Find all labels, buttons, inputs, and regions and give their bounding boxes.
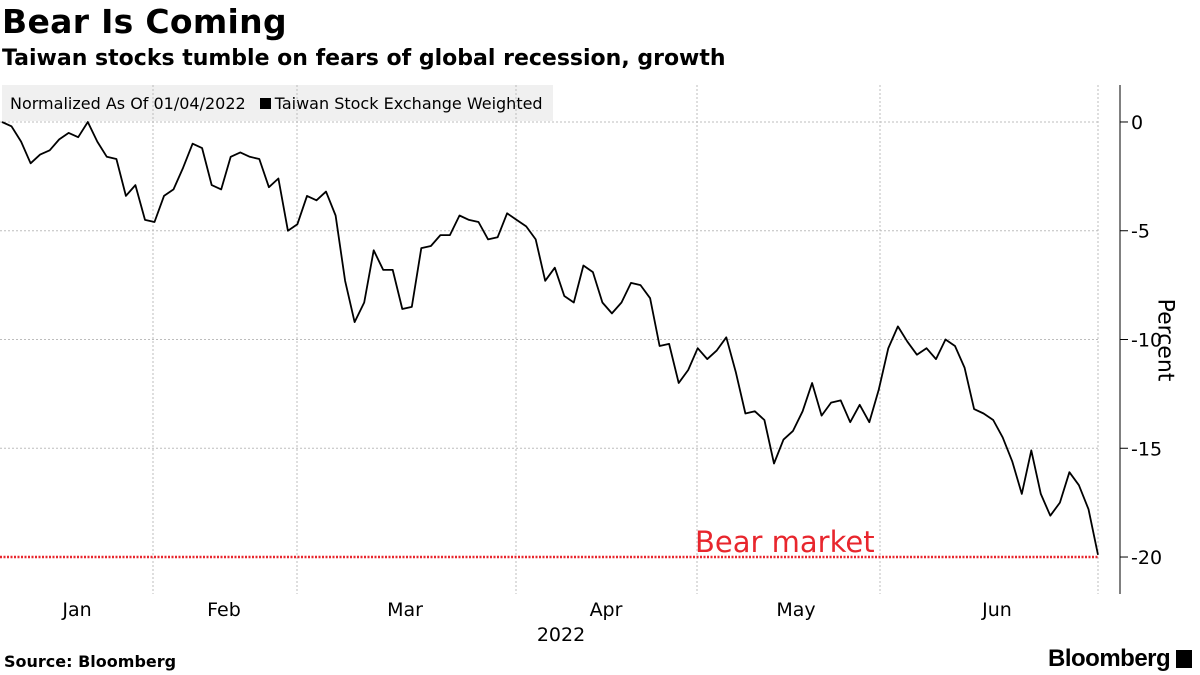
series-line-taiwan-stock-exchange-weighted (1, 121, 1099, 555)
legend-swatch (259, 97, 271, 109)
y-tick-label: -10 (1131, 330, 1162, 352)
y-tick-label: -20 (1131, 547, 1162, 569)
legend: Normalized As Of 01/04/2022 Taiwan Stock… (2, 85, 553, 121)
y-tick-label: 0 (1131, 112, 1143, 134)
y-tick-label: -15 (1131, 438, 1162, 460)
brand-logo: Bloomberg (1048, 645, 1193, 673)
grid (0, 85, 1099, 594)
legend-series-name: Taiwan Stock Exchange Weighted (274, 93, 543, 113)
source-note: Source: Bloomberg (4, 652, 177, 671)
x-tick-label: Feb (207, 599, 241, 621)
chart-subtitle: Taiwan stocks tumble on fears of global … (2, 46, 726, 71)
brand-name: Bloomberg (1048, 645, 1171, 672)
x-tick-label: Jun (981, 599, 1012, 621)
x-tick-label: May (776, 599, 815, 621)
y-axis-label: Percent (1152, 298, 1178, 382)
x-tick-label: Jan (61, 599, 91, 621)
x-axis-year-label: 2022 (537, 624, 585, 646)
chart-title: Bear Is Coming (2, 2, 287, 41)
legend-note: Normalized As Of 01/04/2022 (10, 93, 246, 113)
series-layer: Bear market (0, 121, 1099, 559)
axes: 0 -5 -10 -15 -20 Jan Feb Mar Apr May Jun 2022 (61, 85, 1162, 646)
bloomberg-terminal-icon (1176, 650, 1193, 668)
y-tick-label: -5 (1131, 221, 1150, 243)
x-tick-label: Mar (387, 599, 423, 621)
x-tick-label: Apr (590, 599, 623, 621)
bear-market-label: Bear market (695, 525, 875, 559)
